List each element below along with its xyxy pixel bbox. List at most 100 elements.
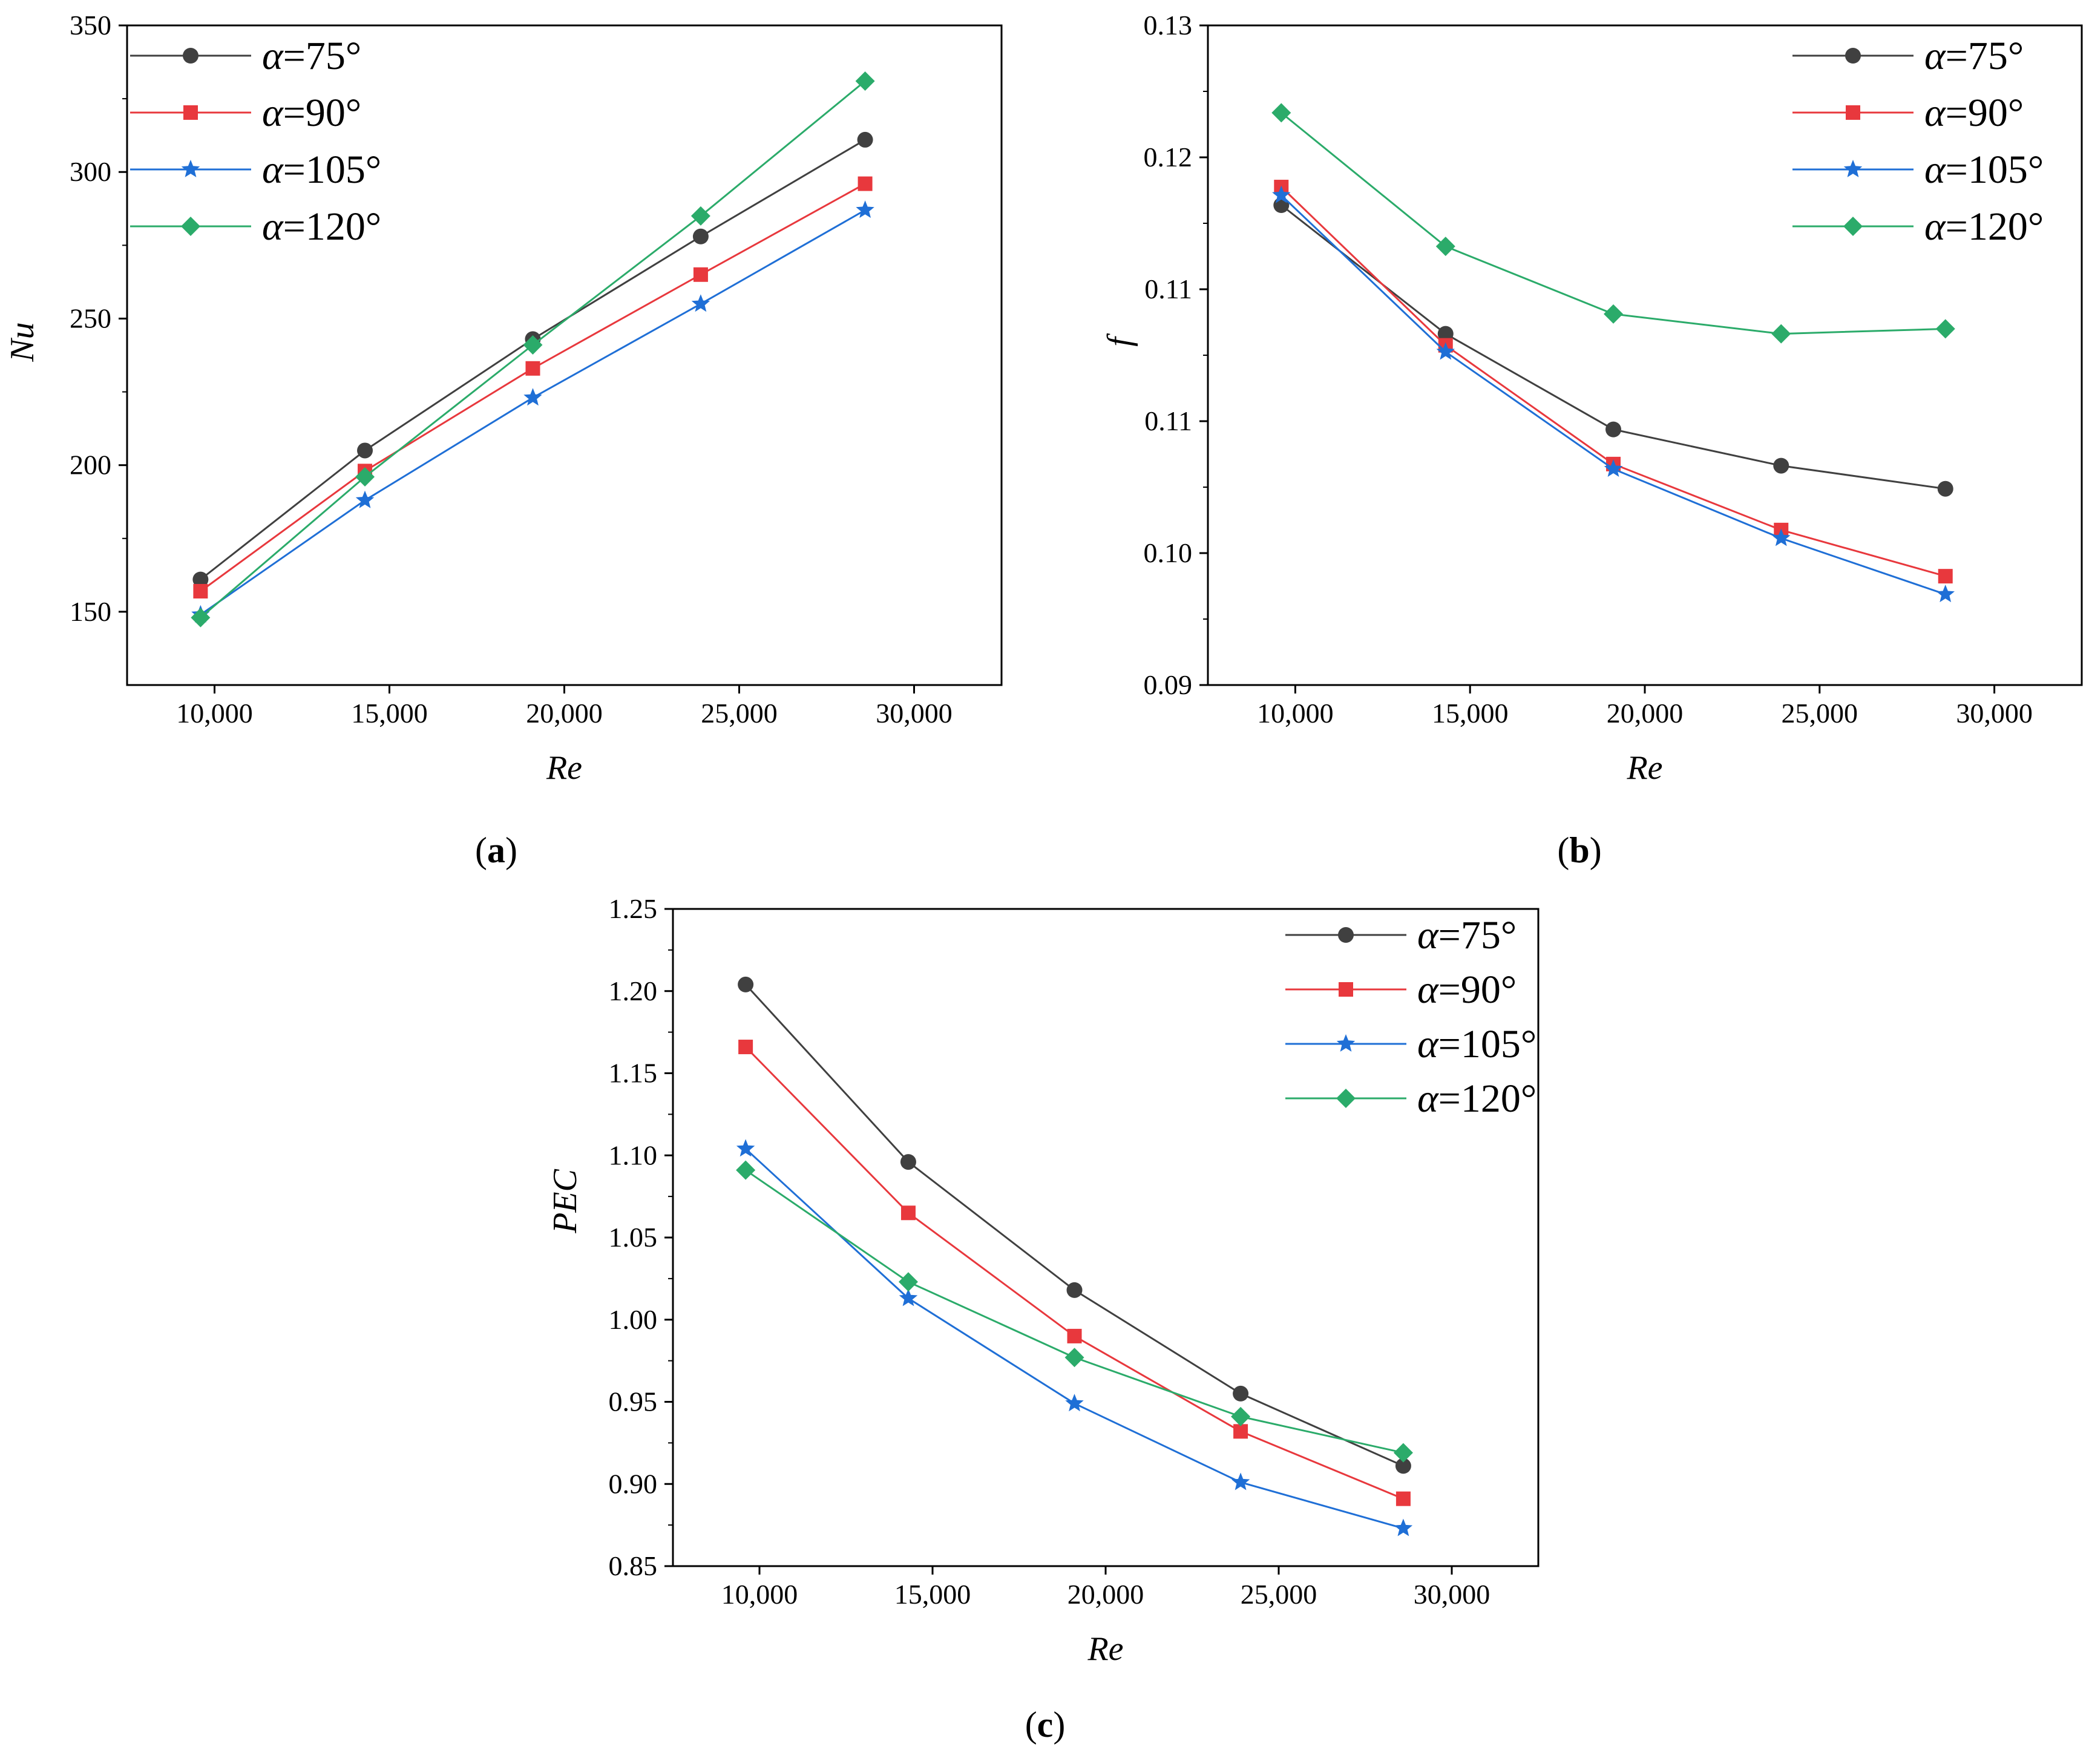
- series-line: [1281, 186, 1946, 577]
- legend: α=75° α=90° α=105° α=120°: [1792, 34, 2044, 249]
- data-point: [1436, 342, 1455, 360]
- x-tick-label: 10,000: [1257, 698, 1334, 729]
- legend-marker: [1846, 105, 1860, 120]
- y-tick-label: 1.05: [609, 1222, 658, 1253]
- x-tick-label: 10,000: [176, 698, 253, 729]
- y-tick-label: 1.25: [609, 893, 658, 924]
- data-point: [1772, 528, 1791, 546]
- panel-caption: (b): [1557, 830, 1601, 870]
- plot-frame: [126, 24, 1003, 686]
- x-tick-label: 20,000: [526, 698, 603, 729]
- data-point: [1064, 1348, 1084, 1368]
- x-axis-label: Re: [1087, 1630, 1123, 1668]
- data-point: [193, 583, 208, 598]
- y-tick-label: 0.09: [1144, 669, 1193, 700]
- legend-marker: [181, 217, 200, 236]
- legend-marker: [1843, 217, 1863, 236]
- series-75-deg: [1273, 197, 1953, 497]
- chart-panel-a: 10,000 15,000 20,000 25,000 30,000 150 200 250 3…: [4, 10, 1003, 870]
- legend-label: α=75°: [1924, 34, 2024, 78]
- legend-label: α=90°: [1924, 91, 2024, 135]
- legend-label: α=120°: [1924, 205, 2044, 249]
- data-point: [1604, 459, 1623, 477]
- y-tick-label: 350: [70, 10, 111, 41]
- data-point: [1935, 319, 1955, 339]
- data-point: [691, 294, 710, 312]
- legend-marker: [1336, 1089, 1356, 1108]
- legend: α=75° α=90° α=105° α=120°: [130, 34, 381, 249]
- data-point: [1067, 1328, 1082, 1343]
- data-point: [900, 1154, 916, 1170]
- x-axis-label: Re: [1626, 749, 1662, 787]
- series-75-deg: [192, 131, 873, 588]
- data-point: [1065, 1394, 1084, 1412]
- data-point: [355, 490, 375, 508]
- y-tick-label: 0.10: [1144, 537, 1193, 568]
- data-point: [1395, 1491, 1411, 1506]
- data-point: [1066, 1282, 1083, 1298]
- legend-marker: [1845, 48, 1861, 64]
- legend-marker: [1336, 1034, 1356, 1052]
- x-tick-label: 20,000: [1607, 698, 1684, 729]
- x-tick-label: 15,000: [1432, 698, 1509, 729]
- y-tick-label: 1.20: [609, 975, 658, 1006]
- y-axis-label: Nu: [4, 322, 41, 362]
- y-axis-label: PEC: [546, 1169, 584, 1233]
- x-tick-label: 15,000: [351, 698, 428, 729]
- data-point: [1231, 1472, 1250, 1490]
- series-105-deg: [1272, 185, 1955, 603]
- legend-marker: [1843, 160, 1863, 177]
- x-tick-label: 30,000: [876, 698, 953, 729]
- legend-label: α=90°: [262, 91, 361, 135]
- legend-label: α=120°: [1417, 1077, 1536, 1121]
- y-tick-label: 0.85: [609, 1550, 658, 1581]
- x-axis-label: Re: [546, 749, 582, 787]
- data-point: [855, 71, 875, 91]
- panel-caption: (a): [475, 830, 517, 870]
- x-tick-label: 25,000: [1782, 698, 1858, 729]
- data-point: [1604, 304, 1624, 324]
- y-axis-label: f: [1101, 333, 1138, 347]
- data-point: [738, 1040, 753, 1055]
- x-tick-label: 30,000: [1414, 1579, 1491, 1610]
- data-point: [1271, 103, 1291, 123]
- data-point: [525, 361, 540, 376]
- data-point: [1773, 457, 1789, 474]
- series-line: [745, 1169, 1404, 1454]
- y-tick-label: 150: [70, 596, 111, 627]
- legend-label: α=105°: [1924, 148, 2044, 192]
- y-tick-label: 300: [70, 156, 111, 187]
- y-tick-label: 0.12: [1144, 142, 1193, 172]
- x-tick-label: 25,000: [701, 698, 778, 729]
- data-point: [1393, 1443, 1413, 1463]
- series-120-deg: [736, 1160, 1413, 1463]
- series-line: [1281, 112, 1946, 335]
- legend-label: α=90°: [1417, 968, 1517, 1012]
- y-tick-label: 0.11: [1144, 405, 1192, 436]
- data-point: [693, 267, 708, 282]
- legend-marker: [183, 48, 198, 64]
- chart-panel-b: 10,000 15,000 20,000 25,000 30,000 0.09 0.10 0.…: [1101, 10, 2083, 870]
- data-point: [738, 976, 754, 992]
- series-90-deg: [738, 1040, 1411, 1506]
- data-point: [1938, 569, 1953, 584]
- data-point: [856, 200, 874, 218]
- legend-marker: [1338, 927, 1354, 943]
- data-point: [692, 228, 709, 244]
- y-tick-label: 0.95: [609, 1386, 658, 1417]
- y-tick-label: 1.10: [609, 1139, 658, 1170]
- data-point: [355, 467, 375, 487]
- y-tick-label: 200: [70, 450, 111, 480]
- legend-marker: [1339, 982, 1353, 997]
- y-tick-label: 250: [70, 303, 111, 333]
- x-tick-label: 20,000: [1067, 1579, 1144, 1610]
- series-line: [1281, 194, 1946, 595]
- legend-marker: [183, 105, 198, 120]
- data-point: [736, 1160, 756, 1180]
- data-point: [1394, 1518, 1413, 1536]
- data-point: [1437, 326, 1454, 342]
- legend-marker: [181, 160, 200, 177]
- data-point: [523, 388, 542, 406]
- data-point: [1395, 1458, 1411, 1474]
- legend: α=75° α=90° α=105° α=120°: [1285, 913, 1536, 1121]
